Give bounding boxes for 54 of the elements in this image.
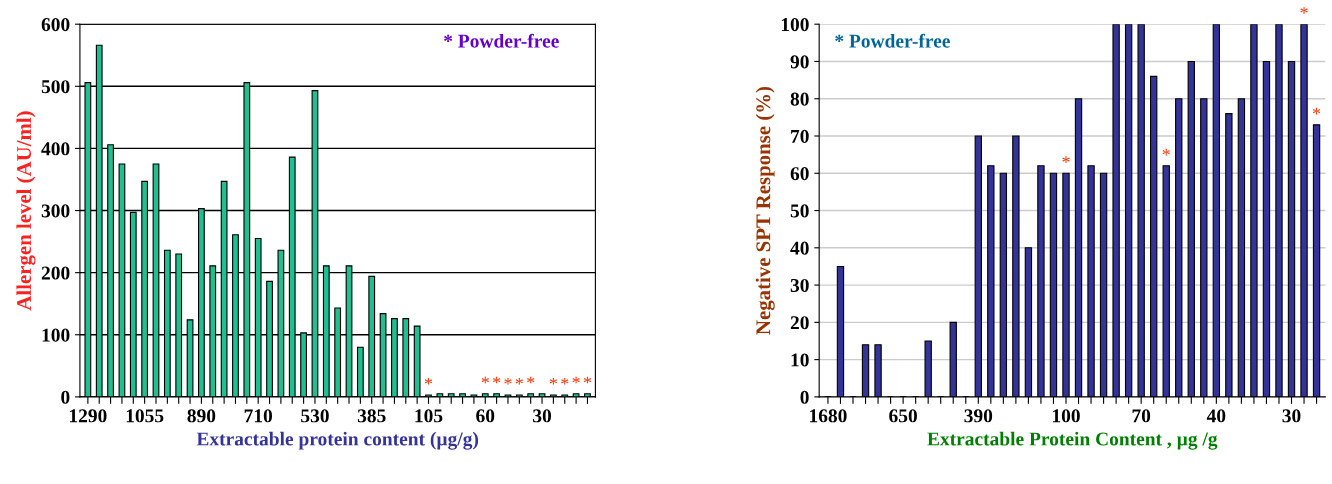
data-label: * xyxy=(515,377,523,385)
x-tick-label: 650 xyxy=(889,409,917,423)
data-label: * xyxy=(527,376,535,384)
x-tick-label: 105 xyxy=(415,409,443,423)
x-tick-label: 30 xyxy=(1282,409,1301,423)
y-tick-label: 60 xyxy=(790,167,809,181)
x-tick-label: 390 xyxy=(964,409,993,423)
y-axis-title: Negative SPT Response (%) xyxy=(755,86,775,335)
y-tick-label: 100 xyxy=(781,18,809,32)
data-label: * xyxy=(424,377,433,385)
data-label: * xyxy=(1300,7,1308,14)
data-label: * xyxy=(549,377,558,385)
data-label: * xyxy=(583,376,592,384)
y-axis-title: Allergen level (AU/ml) xyxy=(16,111,36,311)
y-tick-label: 0 xyxy=(61,390,70,404)
data-label: * xyxy=(572,376,580,384)
y-tick-label: 40 xyxy=(790,241,809,255)
y-tick-label: 80 xyxy=(790,92,809,106)
x-tick-label: 1680 xyxy=(810,409,847,423)
x-tick-label: 60 xyxy=(476,409,495,423)
x-tick-label: 100 xyxy=(1052,409,1080,423)
y-tick-label: 90 xyxy=(790,55,809,69)
x-tick-label: 1055 xyxy=(126,409,164,423)
x-tick-label: 890 xyxy=(187,409,216,423)
data-label: * xyxy=(504,377,512,385)
data-label: * xyxy=(1062,156,1070,163)
x-tick-label: 530 xyxy=(301,409,329,423)
y-tick-label: 70 xyxy=(791,129,809,143)
y-tick-label: 10 xyxy=(791,353,809,367)
y-tick-label: 30 xyxy=(790,278,809,293)
y-tick-label: 200 xyxy=(41,266,70,280)
x-axis-title: Extractable protein content (µg/g) xyxy=(196,431,479,450)
y-tick-label: 100 xyxy=(42,328,70,342)
annotation: * Powder-free xyxy=(444,33,559,48)
x-tick-label: 70 xyxy=(1132,409,1151,423)
data-label: * xyxy=(561,377,569,385)
y-tick-label: 500 xyxy=(41,80,70,94)
data-label: * xyxy=(492,376,501,384)
x-tick-label: 30 xyxy=(533,409,552,423)
y-tick-label: 50 xyxy=(790,204,809,218)
y-tick-label: 600 xyxy=(41,18,70,32)
data-label: * xyxy=(481,376,489,384)
x-tick-label: 1290 xyxy=(69,409,107,423)
x-tick-label: 710 xyxy=(244,409,273,423)
x-axis-title: Extractable Protein Content , µg /g xyxy=(927,431,1218,450)
annotation: * Powder-free xyxy=(835,33,950,48)
y-tick-label: 300 xyxy=(41,204,70,218)
y-tick-label: 400 xyxy=(41,142,70,156)
x-tick-label: 40 xyxy=(1206,409,1226,423)
data-label: * xyxy=(1162,148,1170,156)
y-tick-label: 0 xyxy=(800,390,809,404)
y-tick-label: 20 xyxy=(790,316,809,330)
x-tick-label: 385 xyxy=(357,409,386,423)
data-label: * xyxy=(1312,107,1321,115)
